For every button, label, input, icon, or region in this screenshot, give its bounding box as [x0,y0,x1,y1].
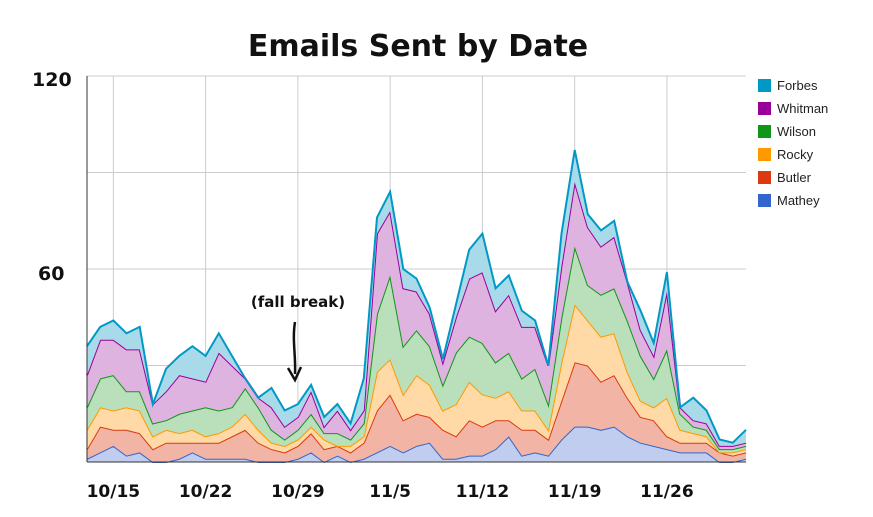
legend-item-forbes: Forbes [758,74,828,97]
legend-swatch-forbes [758,79,771,92]
y-tick-label-60: 60 [38,263,64,285]
legend-label-mathey: Mathey [777,193,820,208]
area-series [86,149,747,464]
area-rocky [87,304,746,456]
annotation-label: (fall break) [251,293,345,311]
x-tick-label: 11/19 [548,482,602,502]
y-tick-label-120: 120 [32,69,72,91]
annotation-fall-break: (fall break) [251,293,345,383]
x-tick-label: 11/12 [456,482,510,502]
area-mathey [87,426,746,462]
legend-item-whitman: Whitman [758,97,828,120]
x-tick-label: 10/29 [271,482,325,502]
annotation-arrow-icon [292,321,297,375]
axes [86,76,746,463]
legend-item-wilson: Wilson [758,120,828,143]
area-whitman [87,182,746,450]
annotation-arrowhead-icon [286,366,303,383]
legend-label-forbes: Forbes [777,78,818,93]
legend-label-whitman: Whitman [777,101,829,116]
legend-swatch-whitman [758,102,771,115]
line-forbes [86,149,747,444]
chart-title: Emails Sent by Date [248,29,588,64]
legend-swatch-butler [758,171,771,184]
legend-swatch-rocky [758,148,771,161]
x-tick-labels: 10/15 10/22 10/29 11/5 11/12 11/19 11/26 [87,482,694,502]
x-tick-label: 11/5 [369,482,411,502]
area-wilson [87,246,746,453]
x-tick-label: 10/22 [179,482,233,502]
x-tick-label: 10/15 [87,482,141,502]
legend-item-mathey: Mathey [758,189,828,212]
legend-label-butler: Butler [777,170,811,185]
legend: Forbes Whitman Wilson Rocky Butler Mathe… [758,74,828,212]
legend-label-wilson: Wilson [777,124,817,139]
legend-item-butler: Butler [758,166,828,189]
x-tick-label: 11/26 [640,482,694,502]
legend-swatch-wilson [758,125,771,138]
legend-label-rocky: Rocky [777,147,814,162]
legend-swatch-mathey [758,194,771,207]
legend-item-rocky: Rocky [758,143,828,166]
